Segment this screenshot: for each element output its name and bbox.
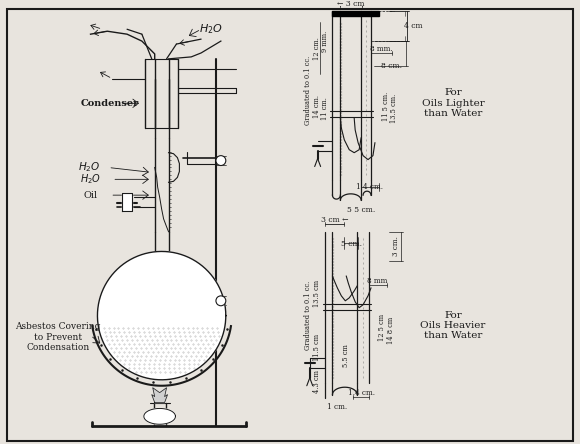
Text: 9 mm.: 9 mm. [321,31,328,52]
Text: 5 cm.: 5 cm. [340,239,362,248]
Text: Graduated to 0.1 cc.: Graduated to 0.1 cc. [304,56,312,125]
Text: $H_2O$: $H_2O$ [199,22,223,36]
Text: 11 cm.: 11 cm. [321,97,328,120]
Text: 13.5 cm.: 13.5 cm. [390,94,398,123]
Text: 13.5 cm: 13.5 cm [313,280,321,307]
Text: 4 cm: 4 cm [404,22,423,30]
Text: 5 5 cm.: 5 5 cm. [347,206,375,214]
Circle shape [216,156,226,166]
Text: ← 3 cm: ← 3 cm [338,0,365,8]
Text: $H_2O$: $H_2O$ [80,172,101,186]
Text: Oil: Oil [84,190,97,200]
Polygon shape [152,388,168,403]
Text: 1 4 cm.: 1 4 cm. [356,183,382,191]
Text: 1.4 cm.: 1.4 cm. [347,388,375,396]
Polygon shape [332,12,379,16]
Text: 5.5 cm: 5.5 cm [342,344,350,367]
Text: 3 cm ←: 3 cm ← [321,216,348,224]
Text: 8 mm.: 8 mm. [369,45,392,53]
Text: For
Oils Heavier
than Water: For Oils Heavier than Water [420,311,485,341]
Text: 8 cm.: 8 cm. [381,62,402,70]
Text: 1 cm.: 1 cm. [327,404,347,412]
Polygon shape [97,251,226,380]
Text: 12 5 cm: 12 5 cm [378,314,386,341]
Polygon shape [122,193,132,211]
Text: 8 mm: 8 mm [367,277,387,285]
Text: 14 cm.: 14 cm. [313,95,321,118]
Polygon shape [144,408,175,424]
Text: Condenser: Condenser [81,99,139,108]
Text: 11 5 cm.: 11 5 cm. [382,91,390,121]
Text: 14 8 cm: 14 8 cm [387,317,395,344]
Text: For
Oils Lighter
than Water: For Oils Lighter than Water [422,88,484,118]
Text: $H_2O$: $H_2O$ [78,161,100,174]
Text: Graduated to 0.1 cc.: Graduated to 0.1 cc. [304,281,312,350]
Text: 4.3 cm: 4.3 cm [313,370,321,393]
Circle shape [216,296,226,306]
Text: 11.5 cm: 11.5 cm [313,333,321,361]
Text: Asbestos Covering
to Prevent
Condensation: Asbestos Covering to Prevent Condensatio… [15,322,100,352]
Text: 12 cm.: 12 cm. [313,38,321,60]
Text: 3 cm.: 3 cm. [392,237,400,257]
